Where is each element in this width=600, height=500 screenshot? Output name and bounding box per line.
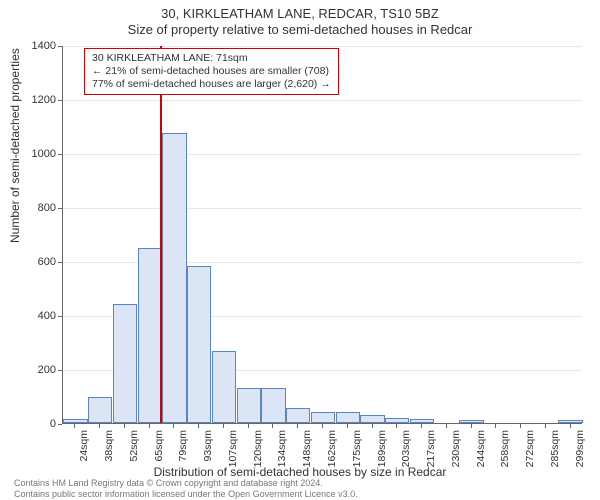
- x-tick-label: 52sqm: [128, 430, 140, 462]
- x-tick-mark: [173, 424, 174, 428]
- y-tick-label: 1400: [8, 40, 56, 52]
- x-tick-label: 93sqm: [202, 430, 214, 462]
- chart-title-sub: Size of property relative to semi-detach…: [0, 22, 600, 37]
- x-tick-label: 24sqm: [78, 430, 90, 462]
- y-tick-label: 1200: [8, 94, 56, 106]
- x-tick-label: 244sqm: [475, 430, 487, 467]
- histogram-bar: [237, 388, 261, 423]
- y-tick-mark: [58, 100, 62, 101]
- y-tick-mark: [58, 154, 62, 155]
- x-tick-label: 189sqm: [376, 430, 388, 467]
- x-tick-mark: [570, 424, 571, 428]
- x-tick-label: 285sqm: [549, 430, 561, 467]
- histogram-bar: [360, 415, 384, 423]
- annotation-line: 77% of semi-detached houses are larger (…: [92, 78, 331, 91]
- y-tick-label: 0: [8, 418, 56, 430]
- x-tick-mark: [248, 424, 249, 428]
- x-tick-label: 272sqm: [524, 430, 536, 467]
- plot-area: [62, 46, 582, 424]
- y-tick-label: 400: [8, 310, 56, 322]
- x-tick-mark: [421, 424, 422, 428]
- histogram-bar: [286, 408, 310, 423]
- histogram-bar: [459, 420, 483, 423]
- chart-container: 30, KIRKLEATHAM LANE, REDCAR, TS10 5BZ S…: [0, 0, 600, 500]
- x-tick-label: 65sqm: [153, 430, 165, 462]
- x-tick-label: 175sqm: [351, 430, 363, 467]
- histogram-bar: [410, 419, 434, 423]
- footer: Contains HM Land Registry data © Crown c…: [14, 478, 358, 499]
- annotation-box: 30 KIRKLEATHAM LANE: 71sqm← 21% of semi-…: [84, 48, 339, 95]
- y-gridline: [63, 154, 582, 155]
- histogram-bar: [261, 388, 285, 423]
- histogram-bar: [311, 412, 335, 423]
- x-tick-mark: [124, 424, 125, 428]
- x-tick-mark: [272, 424, 273, 428]
- x-tick-label: 203sqm: [400, 430, 412, 467]
- y-tick-mark: [58, 316, 62, 317]
- x-tick-mark: [149, 424, 150, 428]
- x-tick-label: 120sqm: [252, 430, 264, 467]
- x-tick-label: 217sqm: [425, 430, 437, 467]
- histogram-bar: [558, 420, 582, 423]
- x-tick-mark: [198, 424, 199, 428]
- y-tick-mark: [58, 46, 62, 47]
- histogram-bar: [336, 412, 360, 423]
- x-tick-mark: [322, 424, 323, 428]
- x-tick-mark: [99, 424, 100, 428]
- histogram-bar: [63, 419, 87, 423]
- chart-title-main: 30, KIRKLEATHAM LANE, REDCAR, TS10 5BZ: [0, 6, 600, 21]
- x-tick-label: 134sqm: [276, 430, 288, 467]
- histogram-bar: [162, 133, 186, 423]
- x-tick-mark: [396, 424, 397, 428]
- x-tick-label: 148sqm: [301, 430, 313, 467]
- histogram-bar: [187, 266, 211, 423]
- x-tick-mark: [446, 424, 447, 428]
- histogram-bar: [138, 248, 162, 424]
- histogram-bar: [88, 397, 112, 423]
- y-tick-mark: [58, 424, 62, 425]
- y-tick-label: 800: [8, 202, 56, 214]
- x-tick-label: 230sqm: [450, 430, 462, 467]
- x-tick-label: 162sqm: [326, 430, 338, 467]
- footer-line-2: Contains public sector information licen…: [14, 489, 358, 499]
- y-tick-mark: [58, 208, 62, 209]
- y-tick-mark: [58, 262, 62, 263]
- x-tick-label: 38sqm: [103, 430, 115, 462]
- x-tick-mark: [545, 424, 546, 428]
- x-tick-mark: [74, 424, 75, 428]
- y-gridline: [63, 46, 582, 47]
- histogram-bar: [385, 418, 409, 423]
- histogram-bar: [113, 304, 137, 423]
- y-tick-label: 600: [8, 256, 56, 268]
- x-tick-mark: [471, 424, 472, 428]
- x-tick-mark: [372, 424, 373, 428]
- footer-line-1: Contains HM Land Registry data © Crown c…: [14, 478, 358, 488]
- x-tick-mark: [347, 424, 348, 428]
- y-tick-mark: [58, 370, 62, 371]
- x-tick-label: 79sqm: [177, 430, 189, 462]
- x-tick-mark: [520, 424, 521, 428]
- x-tick-mark: [495, 424, 496, 428]
- annotation-line: ← 21% of semi-detached houses are smalle…: [92, 65, 331, 78]
- x-tick-mark: [297, 424, 298, 428]
- x-tick-label: 299sqm: [574, 430, 586, 467]
- y-gridline: [63, 208, 582, 209]
- x-tick-label: 107sqm: [227, 430, 239, 467]
- y-tick-label: 1000: [8, 148, 56, 160]
- y-tick-label: 200: [8, 364, 56, 376]
- reference-line: [160, 46, 162, 423]
- annotation-line: 30 KIRKLEATHAM LANE: 71sqm: [92, 52, 331, 65]
- y-gridline: [63, 100, 582, 101]
- x-tick-label: 258sqm: [499, 430, 511, 467]
- histogram-bar: [212, 351, 236, 423]
- x-tick-mark: [223, 424, 224, 428]
